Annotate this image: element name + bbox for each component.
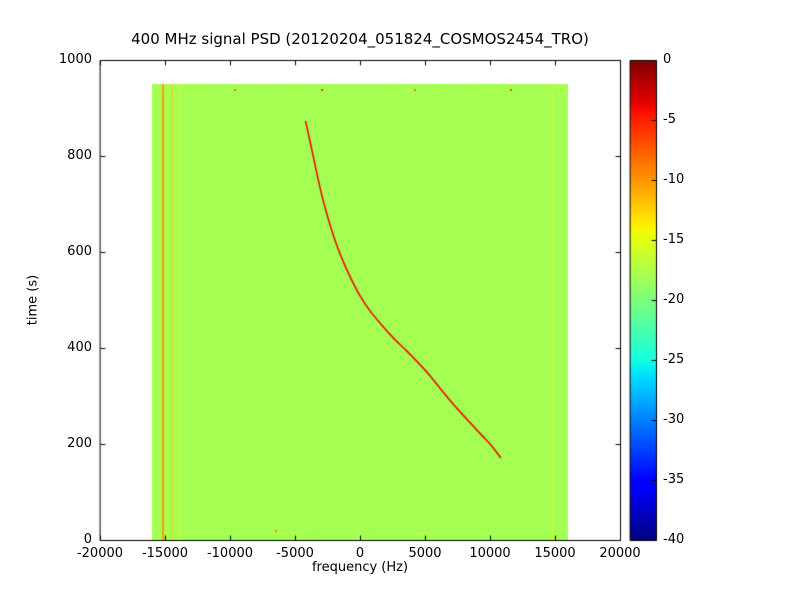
x-tick-label: 20000 [599, 546, 641, 561]
colorbar-tick-label: 0 [663, 52, 672, 67]
plot-title: 400 MHz signal PSD (20120204_051824_COSM… [131, 30, 589, 48]
y-tick-label: 400 [67, 340, 92, 355]
y-axis-label: time (s) [25, 274, 41, 326]
x-tick-label: 0 [355, 546, 365, 561]
x-tick-label: 10000 [469, 546, 511, 561]
y-tick-label: 600 [67, 244, 92, 259]
x-tick-label: -10000 [206, 546, 254, 561]
colorbar-tick-label: -40 [663, 532, 685, 547]
colorbar-tick-label: -30 [663, 412, 685, 427]
colorbar-tick-label: -20 [663, 292, 685, 307]
colorbar-tick-label: -5 [663, 112, 676, 127]
x-tick-label: -20000 [76, 546, 124, 561]
colorbar-tick-label: -10 [663, 172, 685, 187]
x-tick-label: 5000 [408, 546, 442, 561]
y-tick-label: 0 [83, 532, 92, 547]
x-tick-label: 15000 [534, 546, 576, 561]
y-tick-label: 200 [67, 436, 92, 451]
colorbar-tick-label: -15 [663, 232, 685, 247]
y-tick-label: 1000 [58, 52, 92, 67]
x-tick-label: -5000 [276, 546, 314, 561]
x-tick-label: -15000 [141, 546, 189, 561]
x-axis-label: frequency (Hz) [311, 560, 409, 575]
colorbar-tick-label: -35 [663, 472, 685, 487]
y-tick-label: 800 [67, 148, 92, 163]
colorbar-tick-label: -25 [663, 352, 685, 367]
